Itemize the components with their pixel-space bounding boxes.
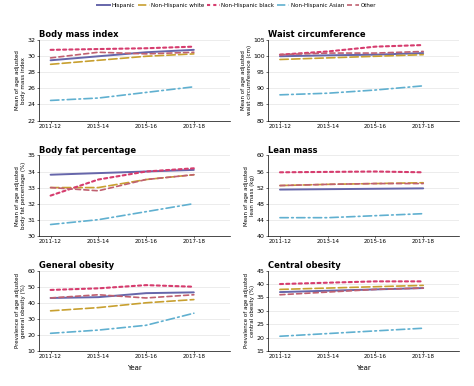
Y-axis label: Mean of age adjusted
body mass index: Mean of age adjusted body mass index [15,51,26,110]
Text: Lean mass: Lean mass [268,146,318,155]
Text: Body fat percentage: Body fat percentage [39,146,136,155]
Y-axis label: Prevalence of age adjusted
general obesity (%): Prevalence of age adjusted general obesi… [15,273,26,348]
X-axis label: Year: Year [356,365,371,371]
Text: Central obesity: Central obesity [268,261,341,270]
Y-axis label: Mean of age adjusted
lean mass (kg): Mean of age adjusted lean mass (kg) [245,166,255,225]
X-axis label: Year: Year [127,365,142,371]
Y-axis label: Mean of age adjusted
waist circumference (cm): Mean of age adjusted waist circumference… [241,45,252,115]
Text: Body mass index: Body mass index [39,30,118,39]
Text: Waist circumference: Waist circumference [268,30,365,39]
Y-axis label: Mean of age adjusted
body fat percentage (%): Mean of age adjusted body fat percentage… [15,162,26,229]
Legend: Hispanic, Non-Hispanic white, Non-Hispanic black, Non-Hispanic Asian, Other: Hispanic, Non-Hispanic white, Non-Hispan… [95,1,379,10]
Y-axis label: Prevalence of age adjusted
central obesity (%): Prevalence of age adjusted central obesi… [245,273,255,348]
Text: General obesity: General obesity [39,261,114,270]
